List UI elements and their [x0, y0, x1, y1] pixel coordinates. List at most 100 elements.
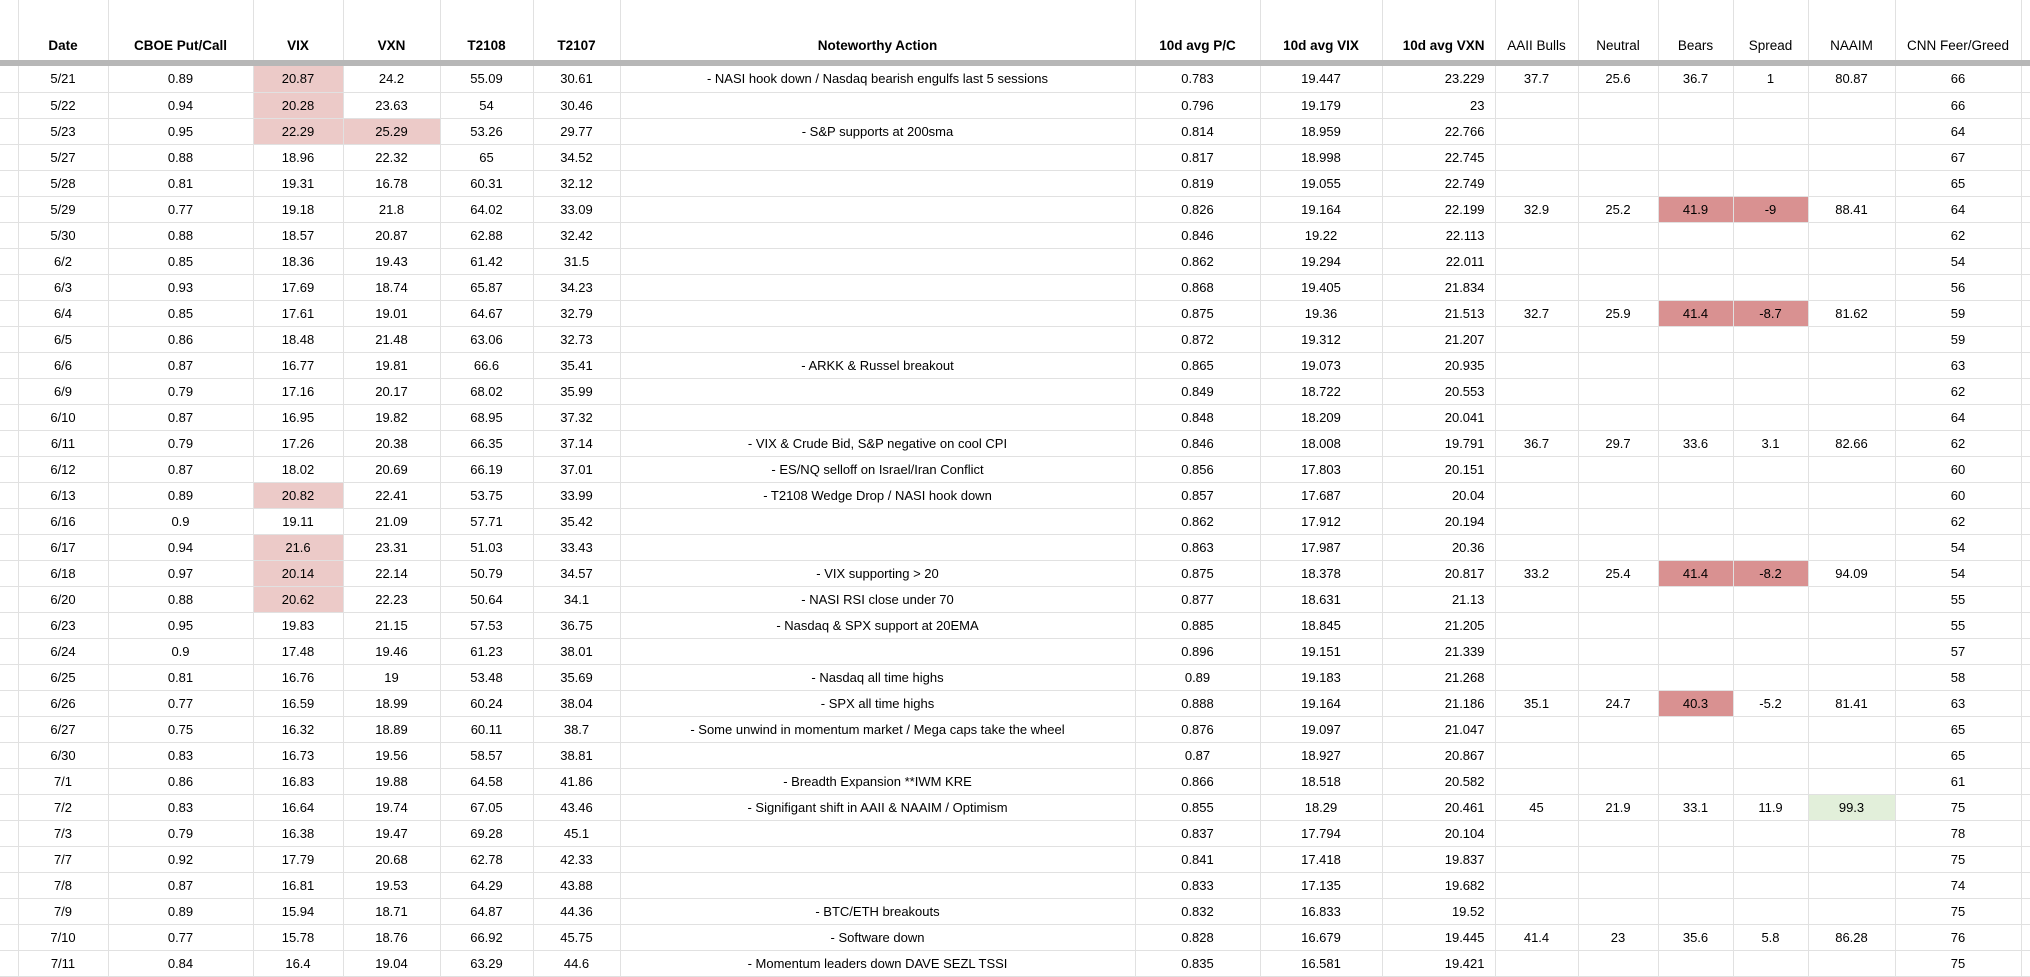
cell-neutral[interactable] — [1578, 92, 1659, 119]
cell-t2107[interactable]: 35.42 — [533, 508, 621, 535]
cell-put_call[interactable]: 0.86 — [108, 768, 254, 795]
cell-avg_vix[interactable]: 17.794 — [1260, 820, 1383, 847]
cell-naaim[interactable]: 99.3 — [1808, 794, 1896, 821]
cell-avg_vix[interactable]: 18.959 — [1260, 118, 1383, 145]
cell-put_call[interactable]: 0.77 — [108, 690, 254, 717]
cell-cnn[interactable]: 60 — [1895, 482, 2022, 509]
cell-avg_pc[interactable]: 0.89 — [1135, 664, 1261, 691]
cell-cnn[interactable]: 78 — [1895, 820, 2022, 847]
cell-date[interactable]: 6/25 — [18, 664, 109, 691]
cell-aaii_bulls[interactable] — [1495, 898, 1579, 925]
cell-avg_vxn[interactable]: 20.04 — [1382, 482, 1496, 509]
cell-avg_vix[interactable]: 18.998 — [1260, 144, 1383, 171]
cell-cnn[interactable]: 61 — [1895, 768, 2022, 795]
cell-avg_vix[interactable]: 18.209 — [1260, 404, 1383, 431]
cell-naaim[interactable]: 80.87 — [1808, 66, 1896, 93]
cell-put_call[interactable]: 0.9 — [108, 638, 254, 665]
cell-vix[interactable]: 17.69 — [253, 274, 344, 301]
cell-aaii_bulls[interactable] — [1495, 274, 1579, 301]
cell-t2107[interactable]: 38.7 — [533, 716, 621, 743]
cell-avg_pc[interactable]: 0.814 — [1135, 118, 1261, 145]
cell-t2108[interactable]: 61.42 — [440, 248, 534, 275]
cell-avg_pc[interactable]: 0.832 — [1135, 898, 1261, 925]
cell-avg_vix[interactable]: 17.987 — [1260, 534, 1383, 561]
cell-vxn[interactable]: 22.41 — [343, 482, 441, 509]
cell-date[interactable]: 6/10 — [18, 404, 109, 431]
cell-t2108[interactable]: 60.24 — [440, 690, 534, 717]
cell-aaii_bulls[interactable] — [1495, 144, 1579, 171]
cell-avg_pc[interactable]: 0.846 — [1135, 222, 1261, 249]
cell-t2108[interactable]: 64.87 — [440, 898, 534, 925]
cell-avg_pc[interactable]: 0.796 — [1135, 92, 1261, 119]
cell-avg_vix[interactable]: 16.679 — [1260, 924, 1383, 951]
cell-action[interactable] — [620, 170, 1136, 197]
cell-date[interactable]: 6/13 — [18, 482, 109, 509]
cell-action[interactable]: - Nasdaq all time highs — [620, 664, 1136, 691]
cell-put_call[interactable]: 0.83 — [108, 794, 254, 821]
cell-vxn[interactable]: 20.38 — [343, 430, 441, 457]
cell-neutral[interactable] — [1578, 222, 1659, 249]
cell-naaim[interactable] — [1808, 248, 1896, 275]
cell-t2108[interactable]: 65.87 — [440, 274, 534, 301]
cell-cnn[interactable]: 63 — [1895, 352, 2022, 379]
cell-aaii_bulls[interactable] — [1495, 456, 1579, 483]
cell-cnn[interactable]: 55 — [1895, 586, 2022, 613]
cell-spread[interactable] — [1733, 508, 1809, 535]
cell-neutral[interactable]: 21.9 — [1578, 794, 1659, 821]
cell-naaim[interactable]: 94.09 — [1808, 560, 1896, 587]
cell-t2107[interactable]: 34.52 — [533, 144, 621, 171]
cell-vxn[interactable]: 25.29 — [343, 118, 441, 145]
cell-vix[interactable]: 19.83 — [253, 612, 344, 639]
cell-vxn[interactable]: 22.32 — [343, 144, 441, 171]
cell-neutral[interactable] — [1578, 820, 1659, 847]
cell-t2108[interactable]: 69.28 — [440, 820, 534, 847]
cell-date[interactable]: 5/22 — [18, 92, 109, 119]
cell-bears[interactable] — [1658, 92, 1734, 119]
cell-naaim[interactable] — [1808, 482, 1896, 509]
cell-aaii_bulls[interactable] — [1495, 118, 1579, 145]
cell-avg_vxn[interactable]: 20.104 — [1382, 820, 1496, 847]
cell-bears[interactable] — [1658, 170, 1734, 197]
cell-vix[interactable]: 15.94 — [253, 898, 344, 925]
cell-avg_pc[interactable]: 0.865 — [1135, 352, 1261, 379]
cell-put_call[interactable]: 0.95 — [108, 612, 254, 639]
cell-avg_vix[interactable]: 19.36 — [1260, 300, 1383, 327]
cell-t2107[interactable]: 38.81 — [533, 742, 621, 769]
cell-aaii_bulls[interactable]: 32.9 — [1495, 196, 1579, 223]
cell-put_call[interactable]: 0.79 — [108, 430, 254, 457]
cell-avg_vix[interactable]: 18.378 — [1260, 560, 1383, 587]
cell-vxn[interactable]: 19.53 — [343, 872, 441, 899]
cell-avg_vxn[interactable]: 21.047 — [1382, 716, 1496, 743]
cell-neutral[interactable] — [1578, 482, 1659, 509]
column-header-put_call[interactable]: CBOE Put/Call — [108, 0, 254, 60]
cell-vix[interactable]: 20.87 — [253, 66, 344, 93]
cell-neutral[interactable] — [1578, 664, 1659, 691]
cell-vxn[interactable]: 23.63 — [343, 92, 441, 119]
cell-naaim[interactable] — [1808, 950, 1896, 977]
cell-vix[interactable]: 17.26 — [253, 430, 344, 457]
cell-avg_vxn[interactable]: 22.749 — [1382, 170, 1496, 197]
column-header-action[interactable]: Noteworthy Action — [620, 0, 1136, 60]
cell-avg_pc[interactable]: 0.875 — [1135, 300, 1261, 327]
column-header-vxn[interactable]: VXN — [343, 0, 441, 60]
cell-put_call[interactable]: 0.79 — [108, 378, 254, 405]
cell-aaii_bulls[interactable] — [1495, 846, 1579, 873]
cell-neutral[interactable] — [1578, 586, 1659, 613]
cell-action[interactable] — [620, 144, 1136, 171]
cell-aaii_bulls[interactable] — [1495, 482, 1579, 509]
cell-avg_vix[interactable]: 19.164 — [1260, 690, 1383, 717]
cell-naaim[interactable] — [1808, 92, 1896, 119]
cell-cnn[interactable]: 76 — [1895, 924, 2022, 951]
cell-avg_vxn[interactable]: 21.513 — [1382, 300, 1496, 327]
cell-bears[interactable] — [1658, 352, 1734, 379]
cell-aaii_bulls[interactable] — [1495, 820, 1579, 847]
cell-aaii_bulls[interactable] — [1495, 872, 1579, 899]
cell-action[interactable]: - BTC/ETH breakouts — [620, 898, 1136, 925]
column-header-naaim[interactable]: NAAIM — [1808, 0, 1896, 60]
cell-bears[interactable] — [1658, 508, 1734, 535]
cell-bears[interactable] — [1658, 664, 1734, 691]
cell-t2107[interactable]: 33.43 — [533, 534, 621, 561]
cell-vxn[interactable]: 18.89 — [343, 716, 441, 743]
cell-naaim[interactable] — [1808, 378, 1896, 405]
cell-avg_vix[interactable]: 19.073 — [1260, 352, 1383, 379]
